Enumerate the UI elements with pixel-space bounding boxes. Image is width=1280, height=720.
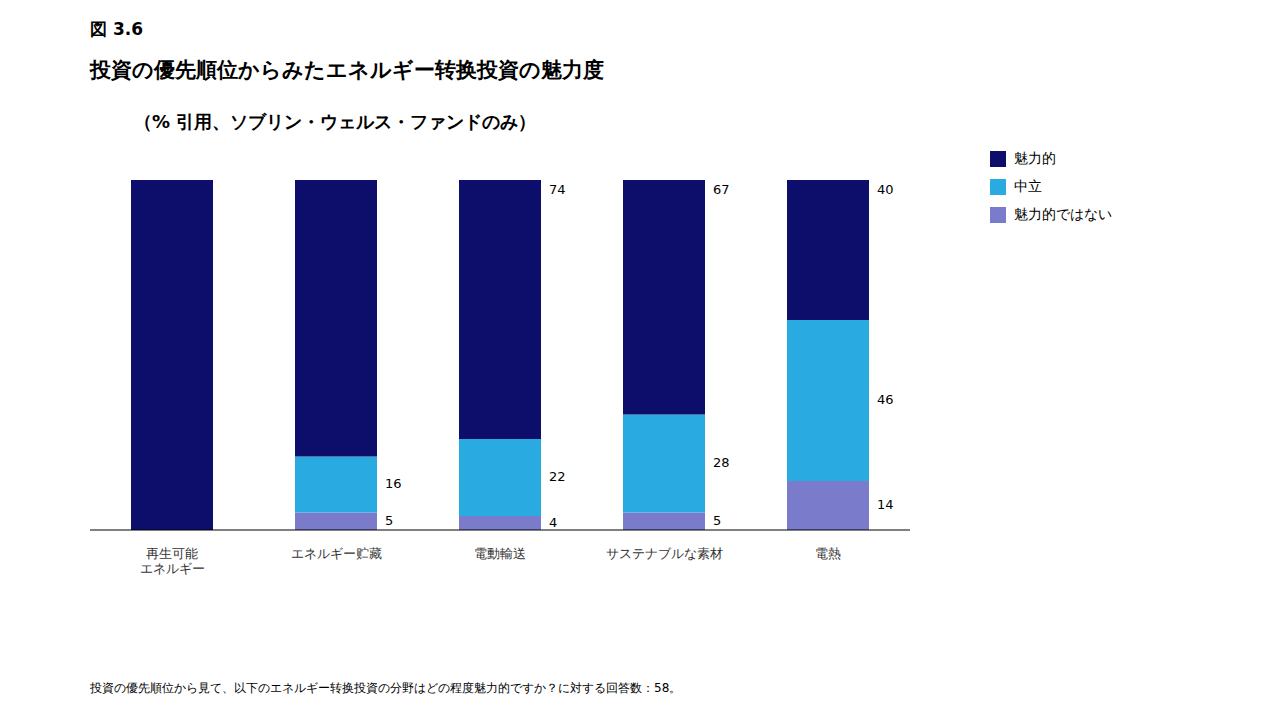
svg-text:46: 46 (877, 392, 894, 407)
html-text:魅力的: 魅力的 (1014, 150, 1056, 166)
html-text:投資の優先順位からみたエネルギー转换投資の魅力度: 投資の優先順位からみたエネルギー转换投資の魅力度 (90, 58, 604, 82)
svg-text:サステナブルな素材: サステナブルな素材 (606, 546, 723, 561)
svg-text:28: 28 (713, 455, 730, 470)
svg-text:14: 14 (877, 497, 894, 512)
svg-text:74: 74 (549, 182, 566, 197)
svg-text:エネルギー贮藏: エネルギー贮藏 (291, 546, 382, 561)
svg-text:5: 5 (713, 513, 721, 528)
svg-text:電熱: 電熱 (815, 546, 841, 561)
svg-text:40: 40 (877, 182, 894, 197)
svg-text:5: 5 (385, 513, 393, 528)
svg-text:67: 67 (713, 182, 730, 197)
svg-text:16: 16 (385, 476, 402, 491)
svg-text:電動輸送: 電動輸送 (474, 546, 526, 561)
html-text:図 3.6: 図 3.6 (90, 19, 143, 39)
html-text:魅力的ではない: 魅力的ではない (1014, 206, 1112, 222)
html-text:中立: 中立 (1014, 178, 1042, 194)
html-text:投資の優先順位から見て、以下のエネルギー转换投資の分野はどの: 投資の優先順位から見て、以下のエネルギー转换投資の分野はどの程度魅力的ですか？に… (90, 681, 682, 695)
svg-text:再生可能エネルギー: 再生可能エネルギー (140, 546, 205, 577)
svg-text:4: 4 (549, 515, 557, 530)
svg-text:22: 22 (549, 469, 566, 484)
html-text:（% 引用、ソブリン・ウェルス・ファンドのみ）: （% 引用、ソブリン・ウェルス・ファンドのみ） (134, 111, 537, 132)
